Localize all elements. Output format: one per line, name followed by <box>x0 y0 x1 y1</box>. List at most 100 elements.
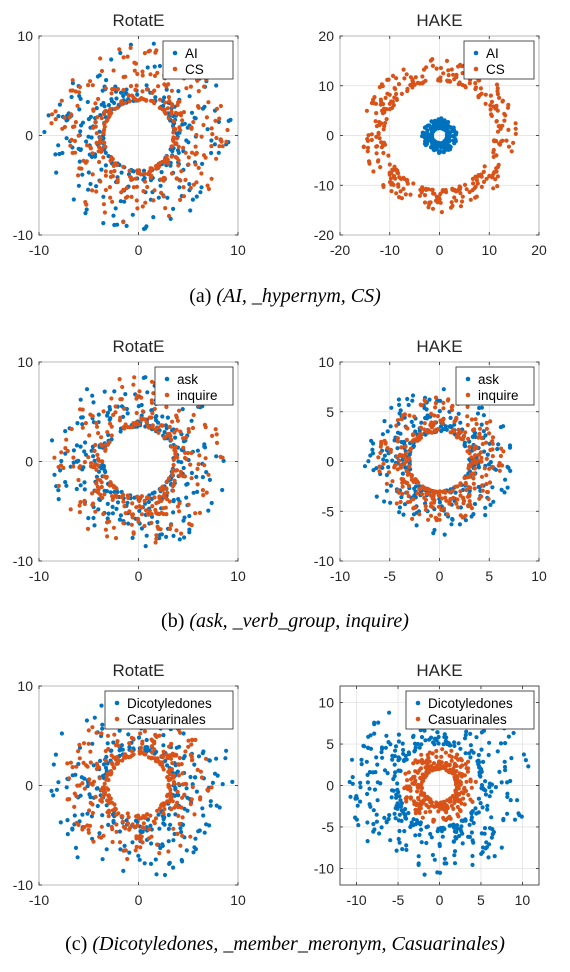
scatter-point <box>169 444 174 449</box>
scatter-point <box>103 469 108 475</box>
scatter-point <box>121 499 126 504</box>
scatter-point <box>125 411 130 416</box>
scatter-point <box>102 210 107 215</box>
figure-caption: (c) (Dicotyledones, _member_meronym, Cas… <box>65 933 505 955</box>
scatter-point <box>490 175 495 180</box>
scatter-point <box>420 772 425 777</box>
scatter-point <box>488 447 493 453</box>
scatter-point <box>452 763 457 768</box>
scatter-point <box>210 780 215 786</box>
scatter-point <box>103 163 108 168</box>
scatter-point <box>180 122 185 127</box>
scatter-point <box>118 397 123 402</box>
scatter-point <box>177 99 182 104</box>
scatter-point <box>378 102 383 107</box>
scatter-point <box>449 67 454 72</box>
scatter-point <box>374 134 379 139</box>
scatter-point <box>151 215 156 220</box>
legend-marker <box>114 700 120 706</box>
scatter-point <box>380 432 385 437</box>
legend-marker <box>172 50 178 56</box>
scatter-point <box>175 831 180 837</box>
scatter-point <box>443 750 448 755</box>
scatter-point <box>347 779 352 785</box>
scatter-point <box>88 412 93 417</box>
scatter-point <box>416 820 421 826</box>
scatter-point <box>470 862 475 868</box>
scatter-point <box>425 768 430 773</box>
scatter-point <box>379 750 384 755</box>
scatter-point <box>134 410 139 416</box>
scatter-point <box>172 781 177 786</box>
scatter-point <box>225 127 230 133</box>
scatter-point <box>95 484 100 490</box>
scatter-point <box>436 195 441 200</box>
scatter-point <box>449 803 454 808</box>
scatter-point <box>168 756 174 761</box>
scatter-point <box>122 504 127 509</box>
scatter-point <box>374 111 379 116</box>
scatter-point <box>139 417 144 423</box>
scatter-point <box>63 429 68 434</box>
scatter-point <box>65 448 70 454</box>
scatter-point <box>167 99 172 104</box>
scatter-point <box>180 118 185 123</box>
scatter-point <box>165 490 170 495</box>
scatter-point <box>202 830 207 835</box>
scatter-point <box>417 81 422 86</box>
scatter-point <box>413 833 418 838</box>
scatter-point <box>123 510 128 516</box>
scatter-point <box>202 463 207 468</box>
scatter-point <box>496 442 501 447</box>
scatter-point <box>368 804 373 809</box>
y-tick-label: 10 <box>17 354 33 370</box>
scatter-point <box>178 429 183 434</box>
scatter-point <box>200 806 205 811</box>
scatter-point <box>501 449 506 454</box>
scatter-point <box>153 857 158 862</box>
y-tick-label: -10 <box>13 877 33 893</box>
scatter-point <box>460 194 465 199</box>
scatter-point <box>188 774 193 780</box>
scatter-point <box>423 738 428 743</box>
scatter-point <box>93 462 98 467</box>
scatter-point <box>460 841 465 846</box>
scatter-point <box>96 507 101 512</box>
scatter-point <box>452 849 458 854</box>
scatter-point <box>382 124 387 129</box>
y-tick-label: -10 <box>314 860 334 876</box>
y-tick-label: 10 <box>17 678 33 694</box>
scatter-point <box>400 484 405 489</box>
scatter-point <box>423 504 428 509</box>
scatter-point <box>394 848 399 853</box>
scatter-point <box>372 787 378 792</box>
scatter-point <box>159 170 164 175</box>
scatter-point <box>114 755 119 760</box>
scatter-point <box>373 101 379 106</box>
scatter-point <box>449 522 454 527</box>
scatter-point <box>178 128 183 133</box>
scatter-point <box>423 507 428 512</box>
scatter-point <box>134 844 139 850</box>
scatter-point <box>454 795 459 800</box>
scatter-point <box>90 491 95 496</box>
scatter-point <box>171 838 176 843</box>
scatter-point <box>428 799 433 805</box>
scatter-point <box>480 488 485 493</box>
scatter-point <box>112 765 117 771</box>
scatter-point <box>81 760 86 766</box>
scatter-point <box>434 802 439 807</box>
scatter-point <box>68 507 73 512</box>
scatter-point <box>473 184 478 189</box>
panel-title: HAKE <box>416 661 462 680</box>
scatter-point <box>447 814 452 820</box>
scatter-point <box>486 496 491 502</box>
scatter-point <box>460 515 465 520</box>
scatter-point <box>413 811 418 816</box>
scatter-point <box>187 513 192 519</box>
scatter-point <box>403 771 408 776</box>
scatter-point <box>358 780 363 786</box>
scatter-point <box>169 807 174 812</box>
scatter-point <box>220 782 225 787</box>
scatter-point <box>76 173 81 178</box>
